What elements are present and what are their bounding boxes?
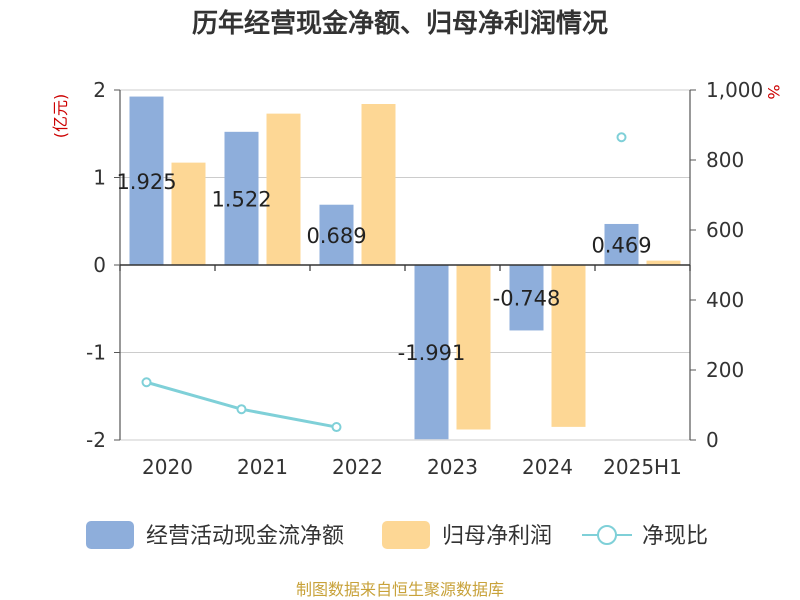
- left-tick-label: -1: [86, 341, 106, 365]
- left-tick-label: 0: [93, 253, 106, 277]
- cash-flow-data-label: 0.469: [591, 233, 651, 257]
- legend-label-net-profit: 归母净利润: [442, 524, 552, 549]
- net-profit-bar: [456, 265, 491, 430]
- right-tick-label: 400: [706, 288, 744, 312]
- grid-lines: [120, 89, 690, 441]
- ratio-point: [331, 422, 342, 433]
- net-profit-bar: [551, 265, 586, 427]
- left-axis-unit: (亿元): [51, 94, 70, 139]
- right-tick-label: 0: [706, 428, 719, 452]
- right-axis-unit: %: [764, 84, 783, 99]
- cash-flow-data-label: 1.925: [116, 170, 176, 194]
- ratio-point: [616, 132, 627, 143]
- x-category-label: 2020: [142, 455, 193, 479]
- net-profit-bar: [171, 162, 206, 265]
- cash-flow-data-label: 0.689: [306, 224, 366, 248]
- cash-flow-bar: [224, 131, 259, 265]
- right-tick-label: 600: [706, 218, 744, 242]
- cash-flow-bar: [319, 204, 354, 265]
- x-category-label: 2024: [522, 455, 573, 479]
- cash-flow-bar: [509, 265, 544, 331]
- axes-group: 2 1 0 -1 -2 1,000 800 600 400 200 0 2020 2021 2022 202…: [86, 78, 763, 479]
- cash-flow-data-label: -1.991: [398, 341, 466, 365]
- right-tick-label: 800: [706, 148, 744, 172]
- cash-flow-bar: [604, 223, 639, 265]
- net-profit-bar: [266, 113, 301, 265]
- x-category-label: 2025H1: [603, 455, 682, 479]
- bars-group: [129, 96, 681, 440]
- legend-label-ratio: 净现比: [642, 524, 708, 549]
- legend-swatch-cash-flow: [86, 521, 134, 549]
- ratio-line-group: [141, 132, 627, 433]
- chart-title: 历年经营现金净额、归母净利润情况: [192, 8, 608, 39]
- left-tick-label: 1: [93, 166, 106, 190]
- ratio-point: [236, 404, 247, 415]
- x-category-label: 2023: [427, 455, 478, 479]
- legend-marker-ratio: [597, 525, 617, 545]
- x-category-label: 2021: [237, 455, 288, 479]
- data-labels-group: 1.925 1.522 0.689 -1.991 -0.748 0.469: [116, 170, 651, 365]
- left-tick-label: -2: [86, 428, 106, 452]
- cash-flow-bar: [414, 265, 449, 440]
- cash-flow-bar: [129, 96, 164, 265]
- legend-label-cash-flow: 经营活动现金流净额: [146, 524, 344, 549]
- right-tick-label: 1,000: [706, 78, 763, 102]
- legend-swatch-net-profit: [382, 521, 430, 549]
- net-profit-bar: [646, 260, 681, 265]
- cash-flow-data-label: 1.522: [211, 187, 271, 211]
- legend: 经营活动现金流净额 归母净利润 净现比: [86, 521, 708, 549]
- right-tick-label: 200: [706, 358, 744, 382]
- x-category-label: 2022: [332, 455, 383, 479]
- net-profit-bar: [361, 104, 396, 265]
- left-tick-label: 2: [93, 78, 106, 102]
- source-note: 制图数据来自恒生聚源数据库: [296, 580, 504, 599]
- ratio-point: [141, 377, 152, 388]
- cash-flow-data-label: -0.748: [493, 287, 561, 311]
